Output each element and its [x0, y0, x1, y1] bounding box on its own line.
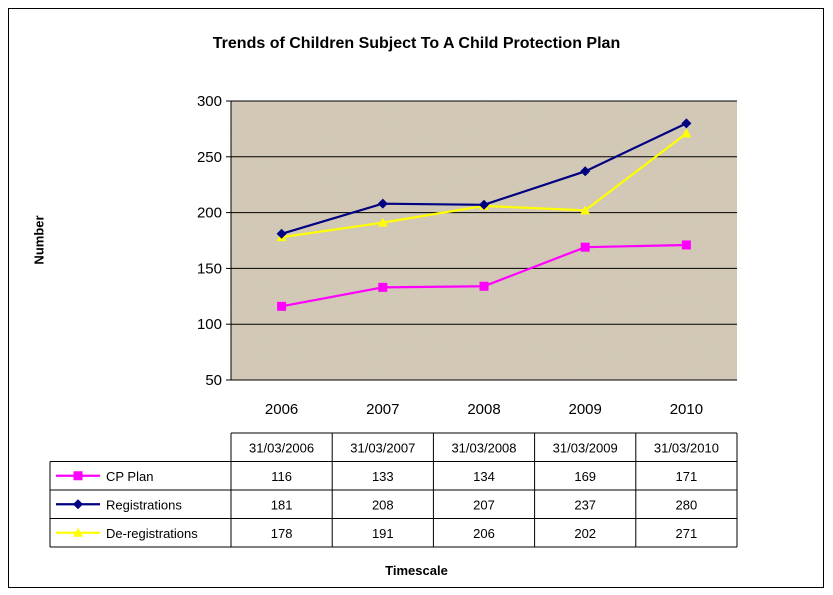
table-header: 31/03/2007	[350, 440, 415, 455]
legend-marker	[73, 499, 83, 510]
data-point	[681, 240, 691, 250]
table-cell: 208	[372, 497, 394, 512]
legend-label: Registrations	[106, 497, 182, 512]
table-cell: 237	[574, 497, 596, 512]
data-point	[479, 199, 489, 210]
plot-texture	[231, 101, 737, 380]
y-tick-label: 150	[197, 260, 222, 277]
x-tick-label: 2009	[569, 401, 602, 418]
data-point	[681, 118, 692, 129]
table-cell: 207	[473, 497, 495, 512]
y-tick-label: 300	[197, 93, 222, 110]
table-cell: 280	[676, 497, 698, 512]
table-header: 31/03/2008	[451, 440, 516, 455]
table-cell: 271	[676, 526, 698, 541]
x-tick-label: 2007	[366, 401, 399, 418]
x-axis-label: Timescale	[385, 563, 448, 578]
table-cell: 133	[372, 469, 394, 484]
table-header: 31/03/2009	[553, 440, 618, 455]
table-header: 31/03/2010	[654, 440, 719, 455]
data-point	[580, 166, 591, 177]
table-cell: 134	[473, 469, 495, 484]
x-tick-label: 2010	[670, 401, 703, 418]
y-tick-label: 50	[205, 372, 222, 389]
data-point	[378, 282, 388, 292]
legend-label: CP Plan	[106, 469, 153, 484]
data-point	[377, 198, 388, 209]
data-point	[276, 228, 287, 239]
legend-marker	[73, 527, 83, 537]
legend-label: De-registrations	[106, 526, 198, 541]
table-cell: 206	[473, 526, 495, 541]
table-cell: 169	[574, 469, 596, 484]
table-cell: 181	[271, 497, 293, 512]
table-cell: 202	[574, 526, 596, 541]
y-tick-label: 200	[197, 205, 222, 222]
chart-title: Trends of Children Subject To A Child Pr…	[212, 35, 621, 52]
table-cell: 191	[372, 526, 394, 541]
data-point	[277, 301, 287, 311]
y-tick-label: 100	[197, 316, 222, 333]
x-tick-label: 2006	[265, 401, 298, 418]
table-cell: 116	[271, 469, 292, 484]
table-cell: 171	[676, 469, 698, 484]
table-header: 31/03/2006	[249, 440, 314, 455]
table-cell: 178	[271, 526, 293, 541]
y-tick-label: 250	[197, 149, 222, 166]
data-point	[479, 281, 489, 291]
data-point	[580, 242, 590, 252]
x-tick-label: 2008	[467, 401, 500, 418]
data-point	[580, 205, 591, 215]
data-point	[377, 217, 388, 227]
data-point	[681, 128, 692, 138]
legend-marker	[73, 471, 83, 481]
